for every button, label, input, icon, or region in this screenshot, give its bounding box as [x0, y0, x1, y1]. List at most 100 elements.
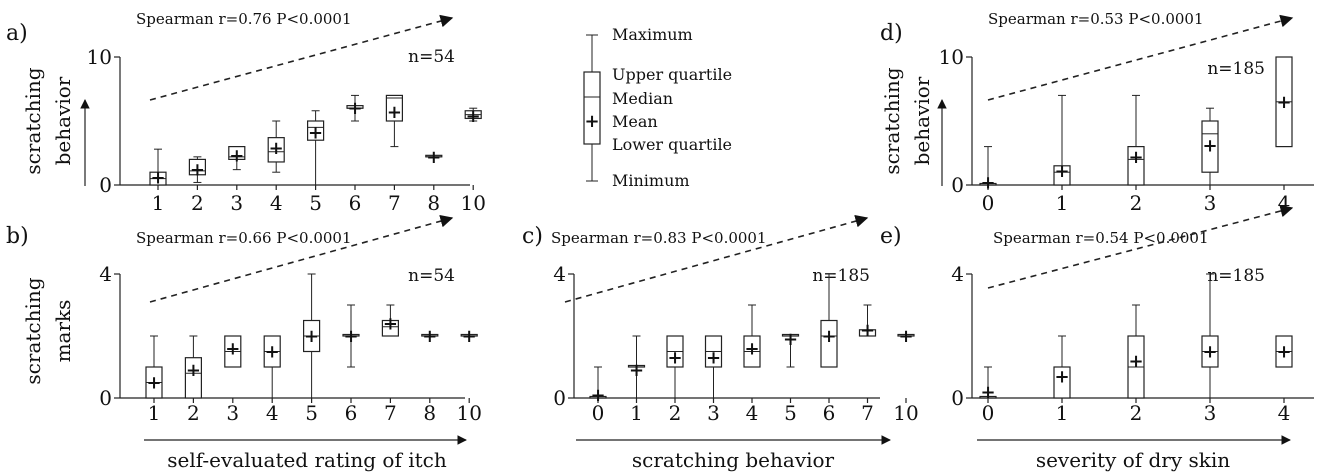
x-tick-label: 5: [309, 191, 322, 215]
mean-marker: +: [343, 326, 358, 347]
x-tick-label: 4: [270, 191, 283, 215]
x-tick-label: 7: [384, 401, 397, 425]
panel-b: b) Spearman r=0.66 P<0.0001 n=54 0 4 scratchi…: [6, 214, 482, 472]
x-tick-label: 3: [226, 401, 239, 425]
y-tick-label: 4: [99, 262, 112, 286]
legend-upper-quartile: Upper quartile: [612, 65, 732, 84]
x-tick-label: 1: [152, 191, 165, 215]
legend-mean-marker: +: [584, 111, 599, 132]
spearman-annotation: Spearman r=0.83 P<0.0001: [551, 229, 767, 247]
x-tick-label: 7: [388, 191, 401, 215]
sample-size-label: n=54: [408, 266, 455, 286]
x-tick-label: 4: [1278, 401, 1291, 425]
mean-marker: +: [898, 326, 913, 347]
box-iqr: [385, 94, 403, 122]
box-iqr: [228, 146, 246, 161]
spearman-annotation: Spearman r=0.66 P<0.0001: [136, 229, 352, 247]
spearman-annotation: Spearman r=0.54 P<0.0001: [993, 229, 1209, 247]
mean-marker: +: [186, 360, 201, 381]
x-tick-label: 6: [345, 401, 358, 425]
x-tick-label: 7: [861, 401, 874, 425]
legend-maximum: Maximum: [612, 25, 693, 44]
panel-label: b): [6, 224, 29, 249]
y-tick-label: 0: [951, 386, 964, 410]
x-tick-label: 2: [1130, 191, 1143, 215]
x-tick-label: 10: [456, 401, 481, 425]
mean-marker: +: [860, 320, 875, 341]
x-tick-label: 4: [746, 401, 759, 425]
panel-e: e) Spearman r=0.54 P<0.0001n=185040+1+2+3…: [880, 204, 1314, 472]
mean-marker: +: [387, 102, 402, 123]
legend-box: [583, 71, 601, 145]
x-tick-label: 6: [349, 191, 362, 215]
y-axis-label-line2: behavior: [51, 76, 75, 165]
x-tick-label: 8: [427, 191, 440, 215]
x-tick-label: 10: [460, 191, 485, 215]
mean-marker: +: [629, 360, 644, 381]
x-tick-label: 10: [893, 401, 918, 425]
mean-marker: +: [265, 342, 280, 363]
panel-label: c): [522, 224, 543, 249]
spearman-annotation: Spearman r=0.53 P<0.0001: [988, 10, 1204, 28]
mean-marker: +: [229, 146, 244, 167]
x-tick-label: 1: [148, 401, 161, 425]
mean-marker: +: [744, 338, 759, 359]
y-axis-label-line2: behavior: [910, 76, 934, 165]
y-tick-label: 4: [553, 262, 566, 286]
sample-size-label: n=185: [1207, 266, 1265, 286]
panel-label: a): [6, 21, 28, 46]
box-iqr: [820, 319, 838, 368]
x-tick-label: 5: [305, 401, 318, 425]
mean-marker: +: [426, 147, 441, 168]
mean-marker: +: [347, 98, 362, 119]
mean-marker: +: [269, 138, 284, 159]
x-tick-label: 3: [230, 191, 243, 215]
mean-marker: +: [1054, 366, 1069, 387]
mean-marker: +: [466, 106, 481, 127]
y-tick-label: 4: [951, 262, 964, 286]
mean-marker: +: [1276, 92, 1291, 113]
legend-minimum: Minimum: [612, 171, 690, 190]
mean-marker: +: [1054, 161, 1069, 182]
box-iqr: [267, 137, 285, 163]
y-tick-label: 10: [87, 45, 112, 69]
y-tick-label: 0: [553, 386, 566, 410]
panel-a: a) Spearman r=0.76 P<0.0001 n=54 0 10 scratch…: [6, 10, 486, 215]
mean-marker: +: [190, 160, 205, 181]
y-tick-label: 0: [951, 173, 964, 197]
legend-median: Median: [612, 89, 673, 108]
sample-size-label: n=185: [1207, 59, 1265, 79]
mean-marker: +: [1128, 351, 1143, 372]
mean-marker: +: [821, 326, 836, 347]
trend-arrow: [987, 204, 1294, 289]
sample-size-label: n=54: [408, 47, 455, 67]
mean-marker: +: [783, 329, 798, 350]
spearman-annotation: Spearman r=0.76 P<0.0001: [136, 10, 352, 28]
mean-marker: +: [383, 314, 398, 335]
boxplot-legend: + Maximum Upper quartile Median Mean Low…: [583, 25, 732, 190]
x-tick-label: 4: [266, 401, 279, 425]
mean-marker: +: [225, 338, 240, 359]
x-tick-label: 5: [784, 401, 797, 425]
y-axis-label-line2: marks: [51, 300, 75, 363]
mean-marker: +: [667, 348, 682, 369]
mean-marker: +: [706, 348, 721, 369]
x-tick-label: 2: [1130, 401, 1143, 425]
y-axis-label-line1: scratching: [880, 67, 904, 174]
x-tick-label: 1: [1056, 191, 1069, 215]
sample-size-label: n=185: [812, 266, 870, 286]
panel-c: c) Spearman r=0.83 P<0.0001n=185040+1+2+3…: [522, 214, 919, 472]
panel-label: d): [880, 21, 903, 46]
y-tick-label: 0: [99, 173, 112, 197]
x-axis-label: scratching behavior: [632, 448, 835, 472]
y-axis-label-line1: scratching: [21, 67, 45, 174]
x-tick-label: 0: [592, 401, 605, 425]
box-iqr: [1127, 146, 1145, 186]
x-tick-label: 3: [707, 401, 720, 425]
box-iqr: [307, 120, 325, 141]
x-tick-label: 0: [982, 191, 995, 215]
mean-marker: +: [146, 373, 161, 394]
x-tick-label: 1: [1056, 401, 1069, 425]
x-tick-label: 2: [669, 401, 682, 425]
mean-marker: +: [590, 385, 605, 406]
